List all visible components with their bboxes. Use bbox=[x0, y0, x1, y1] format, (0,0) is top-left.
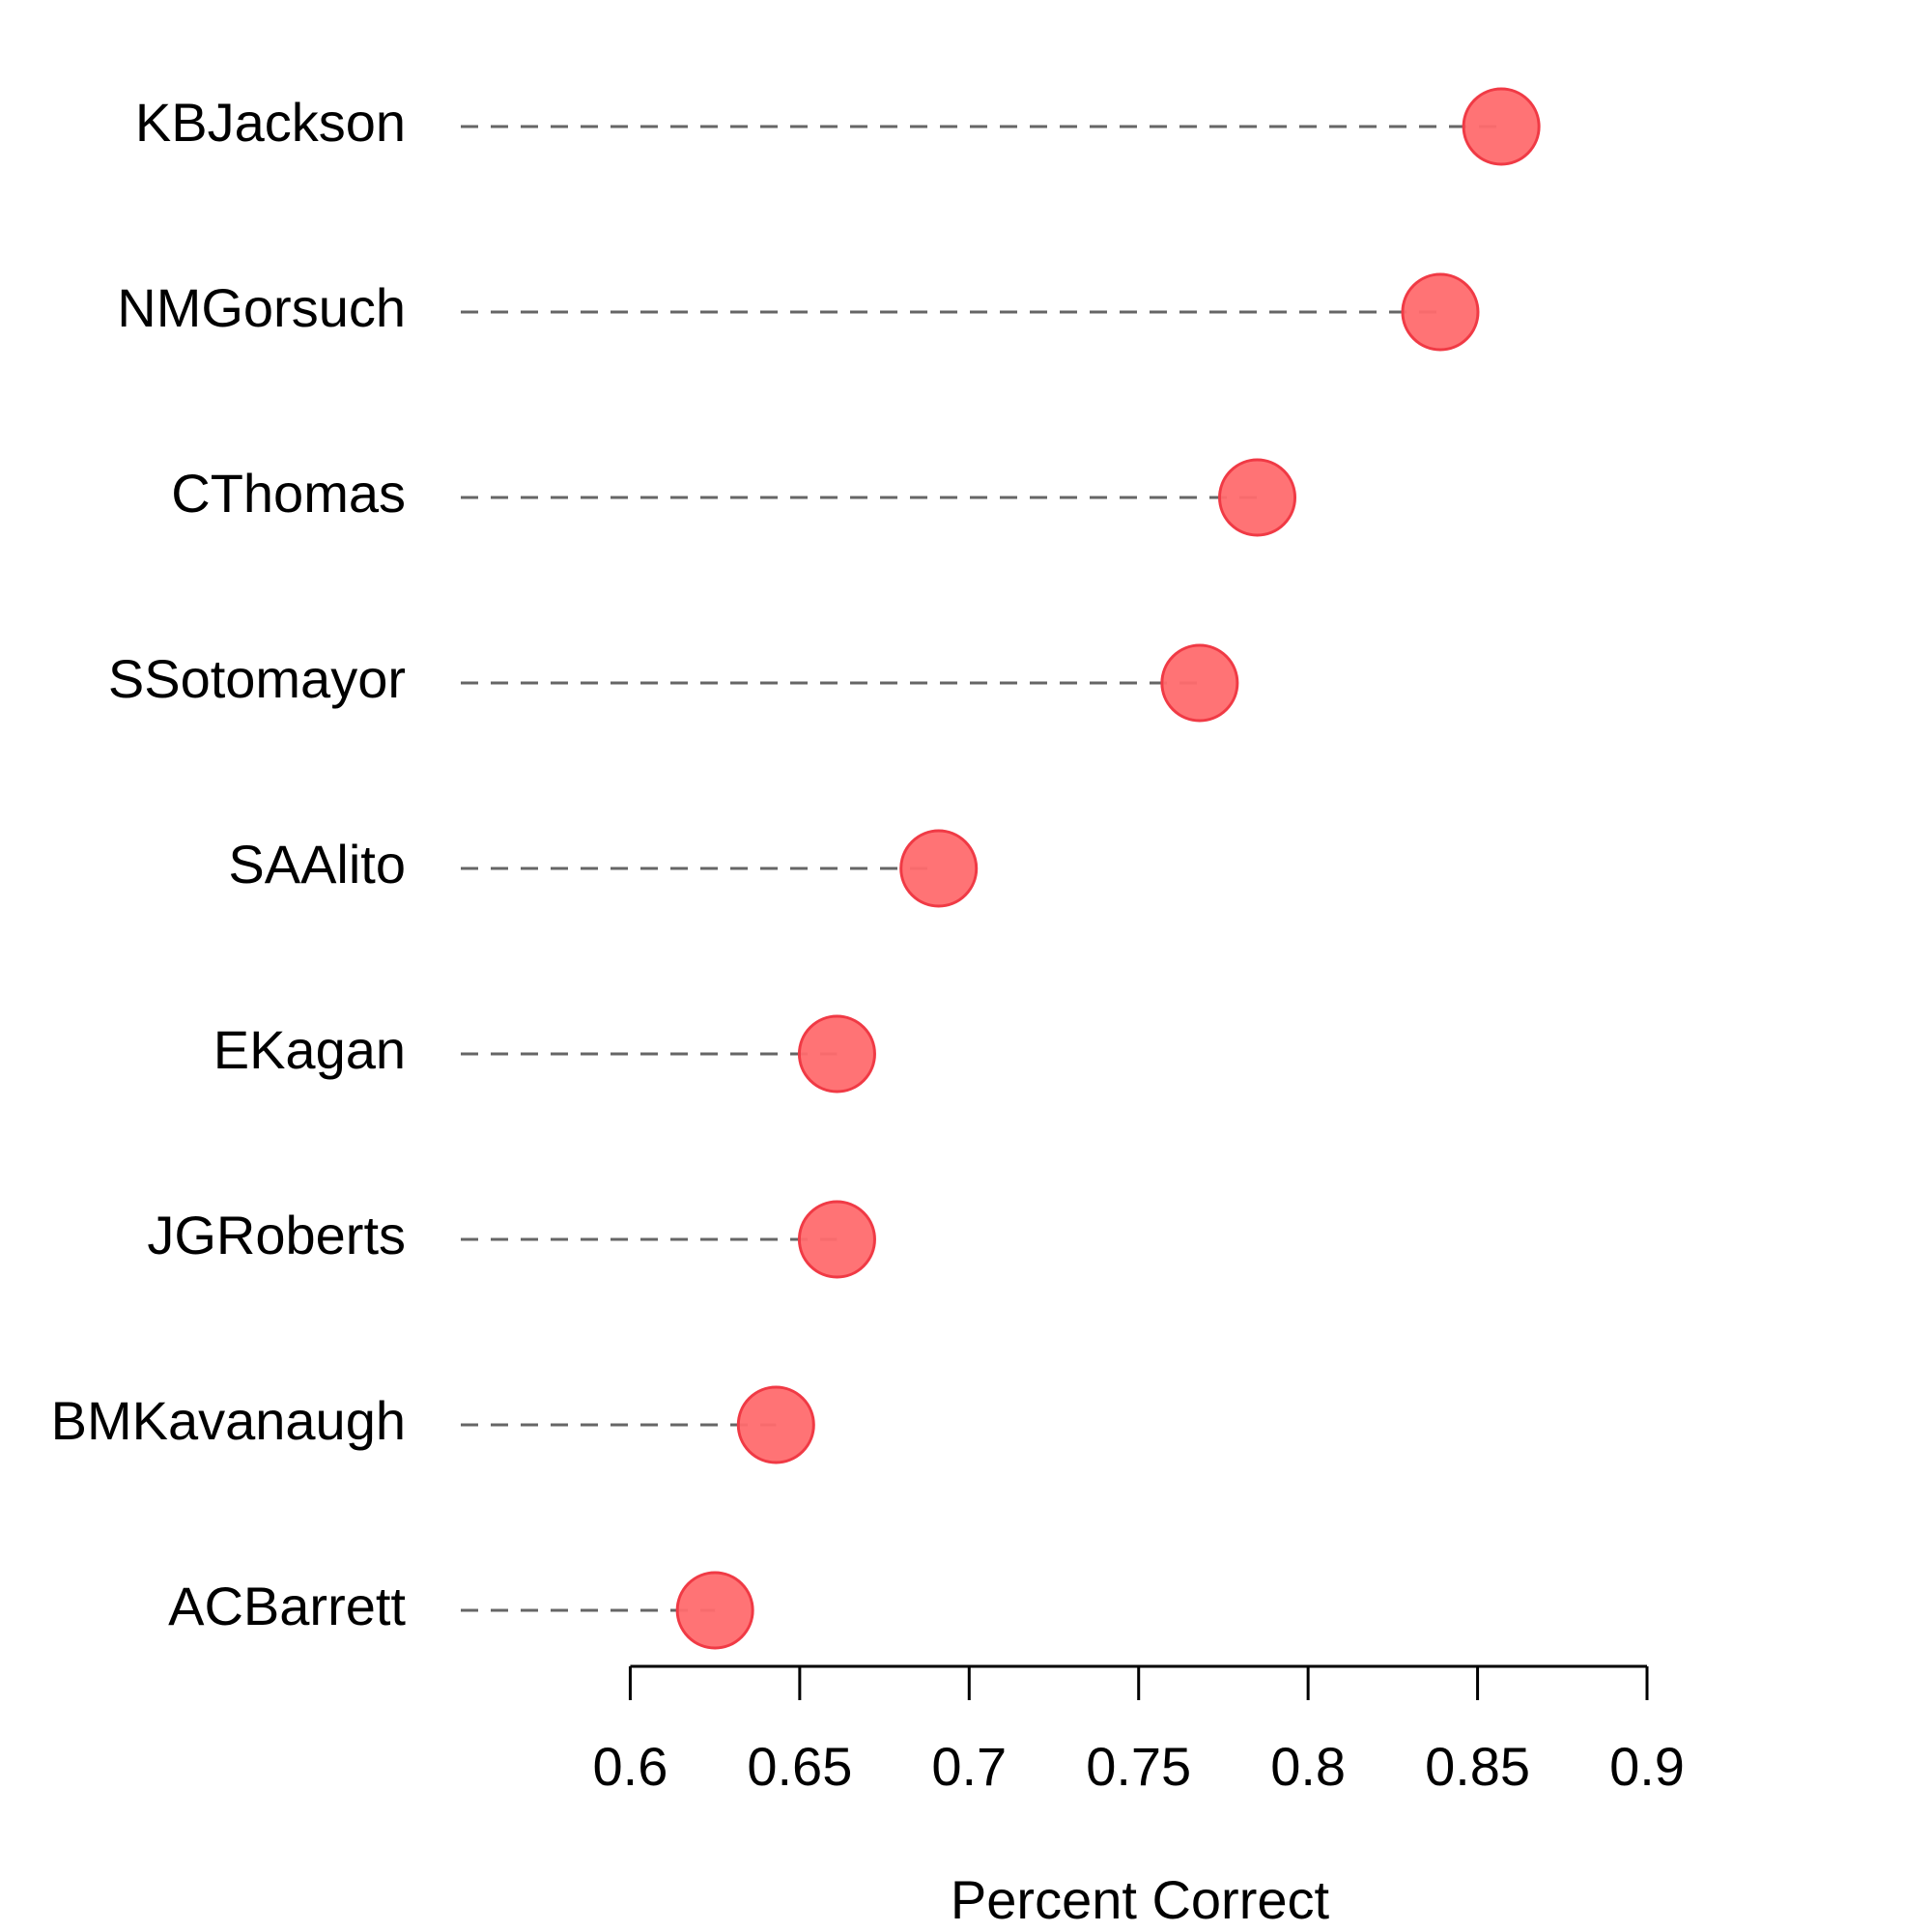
dot bbox=[1401, 272, 1480, 352]
x-tick-label: 0.7 bbox=[931, 1736, 1007, 1797]
dot bbox=[797, 1014, 876, 1094]
dot bbox=[736, 1385, 815, 1464]
dot bbox=[1218, 458, 1297, 537]
y-category-label: CThomas bbox=[171, 463, 406, 524]
y-category-label: ACBarrett bbox=[168, 1576, 406, 1636]
x-tick-label: 0.85 bbox=[1425, 1736, 1530, 1797]
x-tick-label: 0.9 bbox=[1609, 1736, 1685, 1797]
y-category-label: NMGorsuch bbox=[117, 277, 406, 338]
x-tick-label: 0.75 bbox=[1086, 1736, 1191, 1797]
y-category-label: BMKavanaugh bbox=[51, 1390, 406, 1451]
y-category-label: SAAlito bbox=[228, 834, 406, 895]
dot bbox=[1462, 87, 1541, 166]
x-tick-label: 0.65 bbox=[747, 1736, 852, 1797]
dot bbox=[675, 1571, 754, 1650]
y-category-label: JGRoberts bbox=[147, 1205, 406, 1265]
y-category-label: KBJackson bbox=[135, 92, 406, 153]
dot bbox=[797, 1200, 876, 1279]
x-axis-label: Percent Correct bbox=[951, 1869, 1330, 1930]
x-tick-label: 0.6 bbox=[592, 1736, 668, 1797]
x-tick-label: 0.8 bbox=[1270, 1736, 1346, 1797]
y-category-label: EKagan bbox=[213, 1019, 406, 1080]
y-category-label: SSotomayor bbox=[108, 648, 406, 709]
dot bbox=[1160, 643, 1239, 723]
dot bbox=[899, 829, 979, 908]
